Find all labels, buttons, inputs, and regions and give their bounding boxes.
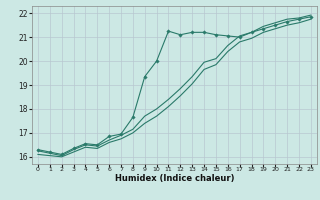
X-axis label: Humidex (Indice chaleur): Humidex (Indice chaleur) (115, 174, 234, 183)
